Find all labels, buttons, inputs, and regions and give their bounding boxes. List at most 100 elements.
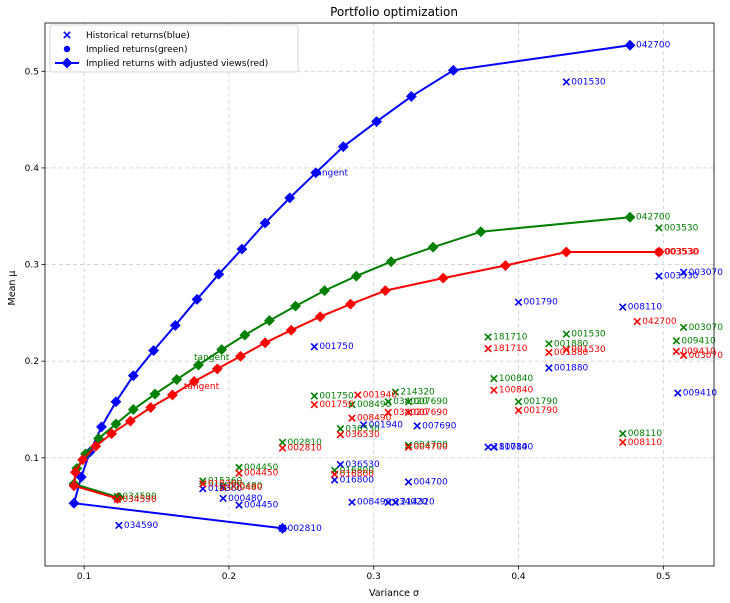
implied-return-label: 034020 bbox=[393, 397, 428, 407]
implied-return-marker-stroke bbox=[545, 340, 553, 348]
historical-return-label: 000480 bbox=[228, 494, 263, 504]
implied-return-label: 015360 bbox=[208, 476, 243, 486]
historical-return-label: 034020 bbox=[393, 498, 428, 508]
legend-label: Historical returns(blue) bbox=[86, 31, 190, 41]
frontier-point bbox=[624, 211, 636, 223]
implied-return-marker-stroke bbox=[490, 374, 498, 383]
implied-return-marker bbox=[199, 477, 207, 485]
implied-return-marker bbox=[679, 323, 688, 332]
historical-return-marker bbox=[413, 422, 421, 430]
adjusted-return-label: 003530 bbox=[664, 247, 699, 257]
adjusted-return-marker-stroke bbox=[384, 408, 392, 417]
frontier-point bbox=[437, 272, 449, 284]
historical-return-marker-stroke bbox=[514, 298, 523, 306]
implied-return-marker-stroke bbox=[219, 482, 227, 490]
historical-return-marker-stroke bbox=[359, 421, 368, 429]
adjusted-return-label: 001750 bbox=[319, 400, 354, 410]
historical-return-marker-stroke bbox=[545, 364, 553, 372]
tangent-label: tangent bbox=[184, 382, 220, 392]
frontier-point bbox=[264, 315, 275, 327]
implied-return-label: 001790 bbox=[524, 397, 559, 407]
frontier-point bbox=[345, 298, 356, 310]
adjusted-return-marker-stroke bbox=[545, 348, 553, 357]
adjusted-return-marker-stroke bbox=[404, 443, 413, 451]
frontier-point bbox=[385, 256, 397, 268]
adjusted-return-marker bbox=[562, 345, 571, 354]
tick-layer: 0.1 0.2 0.3 0.4 0.5 0.1 0.2 0.3 0.4 0.5 bbox=[25, 67, 671, 582]
implied-return-marker-stroke bbox=[404, 441, 413, 449]
adjusted-return-label: 003070 bbox=[689, 351, 724, 361]
frontier-point bbox=[337, 141, 349, 153]
adjusted-return-marker-stroke bbox=[219, 483, 227, 492]
legend-label: Implied returns(green) bbox=[86, 45, 187, 55]
frontier-point bbox=[284, 192, 296, 204]
adjusted-return-label: 008110 bbox=[628, 438, 663, 448]
adjusted-return-label: 016800 bbox=[340, 470, 375, 480]
frontier-point bbox=[290, 300, 301, 312]
frontier-point bbox=[193, 359, 204, 371]
implied-return-label: 003070 bbox=[689, 323, 724, 333]
implied-return-label: 001530 bbox=[571, 330, 606, 340]
frontier-point bbox=[148, 345, 160, 356]
historical-return-marker bbox=[562, 78, 571, 86]
frontier-point bbox=[169, 319, 181, 331]
historical-return-label: 002810 bbox=[287, 524, 322, 534]
implied-return-label: 007690 bbox=[413, 397, 448, 407]
adjusted-return-label: 004700 bbox=[413, 443, 448, 453]
implied-return-label: 009410 bbox=[681, 336, 716, 346]
adjusted-return-label: 001880 bbox=[554, 348, 589, 358]
frontier-point bbox=[125, 415, 136, 427]
frontier-point bbox=[110, 396, 122, 408]
legend-marker-x-stroke bbox=[63, 31, 71, 39]
implied-return-marker bbox=[619, 429, 627, 438]
historical-return-label: 100840 bbox=[499, 443, 534, 453]
adjusted-return-marker bbox=[199, 480, 207, 488]
historical-return-marker bbox=[330, 476, 339, 484]
historical-return-label: 003070 bbox=[689, 268, 724, 278]
tangent-label: tangent bbox=[194, 353, 230, 363]
adjusted-return-marker bbox=[490, 386, 498, 394]
adjusted-return-marker-stroke bbox=[310, 400, 319, 409]
historical-return-label: 016800 bbox=[340, 476, 375, 486]
implied-return-marker bbox=[404, 441, 413, 449]
historical-return-marker-stroke bbox=[219, 494, 227, 503]
adjusted-return-label: 181710 bbox=[493, 344, 528, 354]
implied-return-marker bbox=[384, 397, 392, 406]
y-tick-label: 0.5 bbox=[25, 67, 39, 77]
historical-return-label: 001530 bbox=[571, 77, 606, 87]
frontier-point bbox=[239, 329, 251, 341]
adjusted-return-label: 034590 bbox=[122, 495, 157, 505]
implied-return-marker bbox=[672, 337, 681, 345]
implied-return-marker-stroke bbox=[199, 477, 207, 485]
historical-return-marker-stroke bbox=[490, 443, 498, 451]
historical-return-marker bbox=[404, 478, 413, 486]
implied-return-marker bbox=[514, 397, 523, 406]
historical-return-marker-stroke bbox=[384, 498, 392, 506]
historical-return-marker-stroke bbox=[391, 498, 400, 506]
historical-return-marker bbox=[619, 303, 627, 311]
historical-return-marker bbox=[235, 501, 243, 509]
implied-return-marker-stroke bbox=[310, 392, 319, 400]
implied-return-label: 004700 bbox=[413, 441, 448, 451]
adjusted-return-marker-stroke bbox=[404, 408, 413, 417]
frontier-point bbox=[236, 243, 248, 255]
frontier-point bbox=[171, 374, 183, 385]
implied-return-marker bbox=[219, 482, 227, 490]
adjusted-return-label: 004450 bbox=[244, 469, 279, 479]
implied-return-marker bbox=[235, 463, 243, 472]
adjusted-return-marker bbox=[278, 444, 287, 452]
adjusted-return-marker-stroke bbox=[514, 406, 523, 415]
frontier-end-label: 042700 bbox=[636, 213, 671, 223]
historical-return-marker bbox=[359, 421, 368, 429]
legend-label: Implied returns with adjusted views(red) bbox=[86, 59, 268, 69]
adjusted-return-label: 002810 bbox=[287, 444, 322, 454]
historical-return-marker bbox=[384, 498, 392, 506]
adjusted-return-marker bbox=[633, 317, 642, 326]
frontier-point bbox=[310, 167, 322, 179]
implied-return-marker bbox=[562, 330, 571, 338]
frontier-point bbox=[68, 497, 80, 509]
frontier-point bbox=[77, 454, 89, 466]
frontier-point bbox=[447, 64, 459, 76]
x-tick-label: 0.4 bbox=[511, 572, 526, 582]
